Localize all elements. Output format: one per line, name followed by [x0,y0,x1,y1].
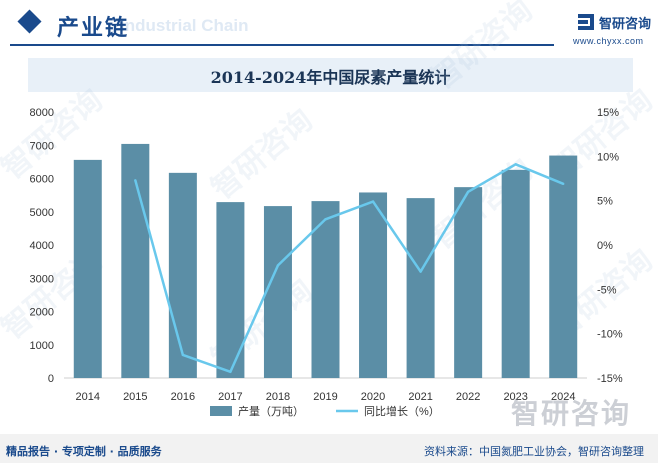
line-point-growth [276,264,280,267]
legend-label-production: 产量（万吨） [238,404,304,418]
bar-production [311,201,340,378]
y-left-tick-label: 8000 [30,107,54,119]
x-tick-label: 2021 [408,391,432,403]
line-point-growth [229,370,232,373]
y-left-tick-label: 4000 [30,240,54,252]
y-left-tick-label: 2000 [30,307,54,319]
logo-url: www.chyxx.com [573,36,644,46]
y-right-tick-label: 10% [597,151,619,163]
watermark-brand: 智研咨询 [511,397,632,430]
y-left-tick-label: 7000 [30,140,54,152]
logo-text: 智研咨询 [599,16,652,32]
y-right-tick-label: -5% [597,284,617,296]
bar-production [454,187,483,378]
footer-source: 资料来源：中国氮肥工业协会，智研咨询整理 [424,445,644,458]
y-right-tick-label: 15% [597,107,619,119]
y-right-tick-label: 5% [597,196,613,208]
logo-mark-icon [578,14,594,30]
x-tick-label: 2023 [503,391,527,403]
footer: 精品报告 · 专项定制 · 品质服务 资料来源：中国氮肥工业协会，智研咨询整理 [0,434,658,463]
y-left-tick-label: 0 [48,373,54,385]
line-point-growth [562,182,565,186]
footer-tagline: 精品报告 · 专项定制 · 品质服务 [6,445,162,458]
y-right-tick-label: -15% [597,373,623,385]
line-point-growth [324,218,327,221]
bar-production [121,143,150,378]
line-point-growth [371,200,375,203]
y-right-tick-label: 0% [597,240,613,252]
header-ghost-title: Industrial Chain [120,16,249,35]
line-point-growth [181,353,185,357]
x-tick-label: 2015 [123,391,147,403]
bar-production [501,169,530,378]
legend-label-growth: 同比增长（%） [364,404,440,418]
line-point-growth [514,163,517,166]
header-divider [10,44,554,46]
bar-production [73,159,102,378]
bar-production [359,192,388,378]
legend-swatch-production [210,406,232,416]
y-right-tick-label: -10% [597,329,623,341]
x-tick-label: 2014 [76,391,100,403]
section-title: 产业链 [57,16,130,41]
bar-production [168,172,197,378]
line-growth-rate [134,163,564,374]
x-tick-label: 2017 [218,391,242,403]
y-left-tick-label: 3000 [30,273,54,285]
x-tick-label: 2024 [551,391,575,403]
x-tick-label: 2018 [266,391,290,403]
line-point-growth [466,190,470,193]
header: Industrial Chain 产业链 智研咨询 www.chyxx.com [0,0,658,50]
combo-chart: 0 1000 2000 3000 4000 5000 6000 7000 8000 -15% -10… [30,107,623,418]
y-left-tick-label: 5000 [30,207,54,219]
x-tick-label: 2019 [313,391,337,403]
brand-logo: 智研咨询 [578,11,651,33]
bar-production [263,206,292,378]
x-tick-label: 2020 [361,391,385,403]
bar-production [406,198,435,378]
y-left-tick-label: 6000 [30,174,54,186]
y-left-tick-label: 1000 [30,340,54,352]
line-point-growth [419,270,422,273]
bar-production [549,155,578,378]
x-tick-label: 2022 [456,391,480,403]
x-tick-label: 2016 [171,391,195,403]
line-point-growth [134,179,137,182]
chart-title-bar: 2014-2024年中国尿素产量统计 [28,58,633,92]
chart-title: 2014-2024年中国尿素产量统计 [210,68,451,87]
